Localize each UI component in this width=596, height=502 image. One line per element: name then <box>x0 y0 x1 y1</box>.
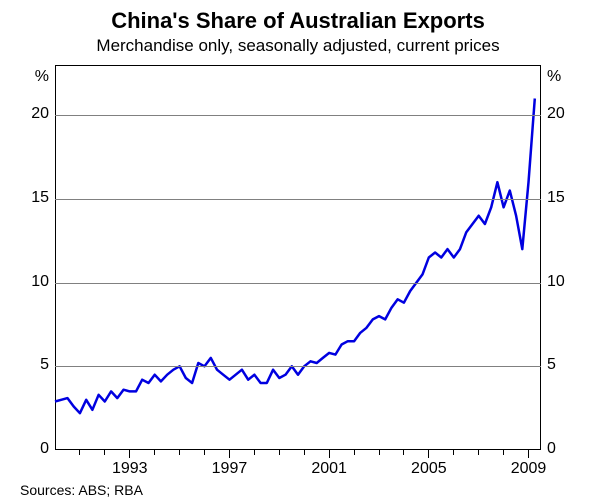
x-tick-label: 2001 <box>299 460 359 478</box>
x-tick-major <box>329 450 330 458</box>
plot-area <box>55 65 541 450</box>
chart-container: China's Share of Australian Exports Merc… <box>0 0 596 502</box>
x-tick-minor <box>503 450 504 455</box>
y-gridline <box>55 115 541 116</box>
x-tick-minor <box>354 450 355 455</box>
x-tick-major <box>428 450 429 458</box>
x-tick-minor <box>179 450 180 455</box>
x-tick-major <box>129 450 130 458</box>
y-tick-label-left: 20 <box>31 105 49 123</box>
x-tick-label: 2009 <box>499 460 559 478</box>
x-tick-label: 1993 <box>100 460 160 478</box>
y-tick-label-right: 10 <box>547 273 565 291</box>
x-tick-minor <box>453 450 454 455</box>
x-tick-minor <box>403 450 404 455</box>
x-tick-major <box>229 450 230 458</box>
y-tick-label-left: 10 <box>31 273 49 291</box>
x-tick-major <box>528 450 529 458</box>
y-tick-label-right: 15 <box>547 189 565 207</box>
sources-text: Sources: ABS; RBA <box>20 482 143 498</box>
y-tick-label-left: 15 <box>31 189 49 207</box>
y-gridline <box>55 366 541 367</box>
x-tick-label: 2005 <box>399 460 459 478</box>
y-tick-label-left: 0 <box>40 440 49 458</box>
chart-subtitle: Merchandise only, seasonally adjusted, c… <box>0 36 596 56</box>
y-tick-label-right: 0 <box>547 440 556 458</box>
y-unit-right: % <box>547 68 561 86</box>
x-tick-minor <box>254 450 255 455</box>
y-unit-left: % <box>35 68 49 86</box>
x-tick-minor <box>154 450 155 455</box>
x-tick-minor <box>204 450 205 455</box>
y-gridline <box>55 283 541 284</box>
x-tick-minor <box>478 450 479 455</box>
y-tick-label-right: 20 <box>547 105 565 123</box>
chart-title: China's Share of Australian Exports <box>0 0 596 34</box>
x-tick-minor <box>104 450 105 455</box>
y-tick-label-right: 5 <box>547 356 556 374</box>
y-tick-label-left: 5 <box>40 356 49 374</box>
x-tick-minor <box>304 450 305 455</box>
y-gridline <box>55 199 541 200</box>
x-tick-label: 1997 <box>199 460 259 478</box>
x-tick-minor <box>79 450 80 455</box>
x-tick-minor <box>279 450 280 455</box>
x-tick-minor <box>379 450 380 455</box>
